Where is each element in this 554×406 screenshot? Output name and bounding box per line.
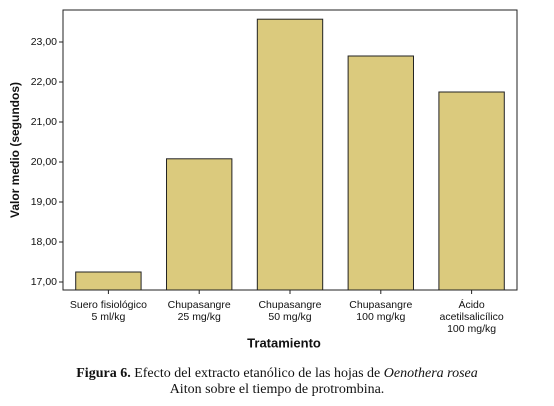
y-tick-label: 23,00 bbox=[31, 36, 57, 48]
chart: Tratamiento Valor medio (segundos) 17,00… bbox=[8, 9, 518, 350]
caption-label: Figura 6. bbox=[76, 366, 131, 381]
caption-rest: Aiton sobre el tiempo de protrombina. bbox=[169, 382, 385, 397]
x-tick-label: Chupasangre bbox=[349, 299, 412, 311]
y-tick-label: 21,00 bbox=[31, 116, 57, 128]
x-tick-label: 100 mg/kg bbox=[447, 323, 496, 335]
caption: Figura 6. Efecto del extracto etanólico … bbox=[0, 366, 554, 398]
y-axis-label: Valor medio (segundos) bbox=[8, 82, 22, 218]
x-axis-label: Tratamiento bbox=[247, 335, 321, 350]
x-tick-label: acetilsalicílico bbox=[439, 311, 503, 323]
x-tick-label: 100 mg/kg bbox=[356, 311, 405, 323]
x-tick-label: 50 mg/kg bbox=[268, 311, 311, 323]
bar bbox=[166, 158, 233, 291]
x-tick-label: 25 mg/kg bbox=[178, 311, 221, 323]
y-tick-label: 18,00 bbox=[31, 236, 57, 248]
x-tick-label: Chupasangre bbox=[258, 299, 321, 311]
x-tick-label: Chupasangre bbox=[168, 299, 231, 311]
bar bbox=[438, 91, 505, 291]
bar bbox=[347, 55, 414, 291]
y-tick-label: 20,00 bbox=[31, 156, 57, 168]
y-tick-label: 17,00 bbox=[31, 276, 57, 288]
bar bbox=[75, 271, 142, 291]
caption-text: Efecto del extracto etanólico de las hoj… bbox=[134, 366, 381, 381]
x-tick-label: Ácido bbox=[458, 298, 484, 311]
caption-species: Oenothera rosea bbox=[383, 366, 478, 381]
bar bbox=[256, 18, 324, 291]
y-tick-label: 19,00 bbox=[31, 196, 57, 208]
y-tick-label: 22,00 bbox=[31, 76, 57, 88]
x-tick-label: Suero fisiológico bbox=[70, 299, 147, 311]
x-tick-label: 5 ml/kg bbox=[91, 311, 125, 323]
